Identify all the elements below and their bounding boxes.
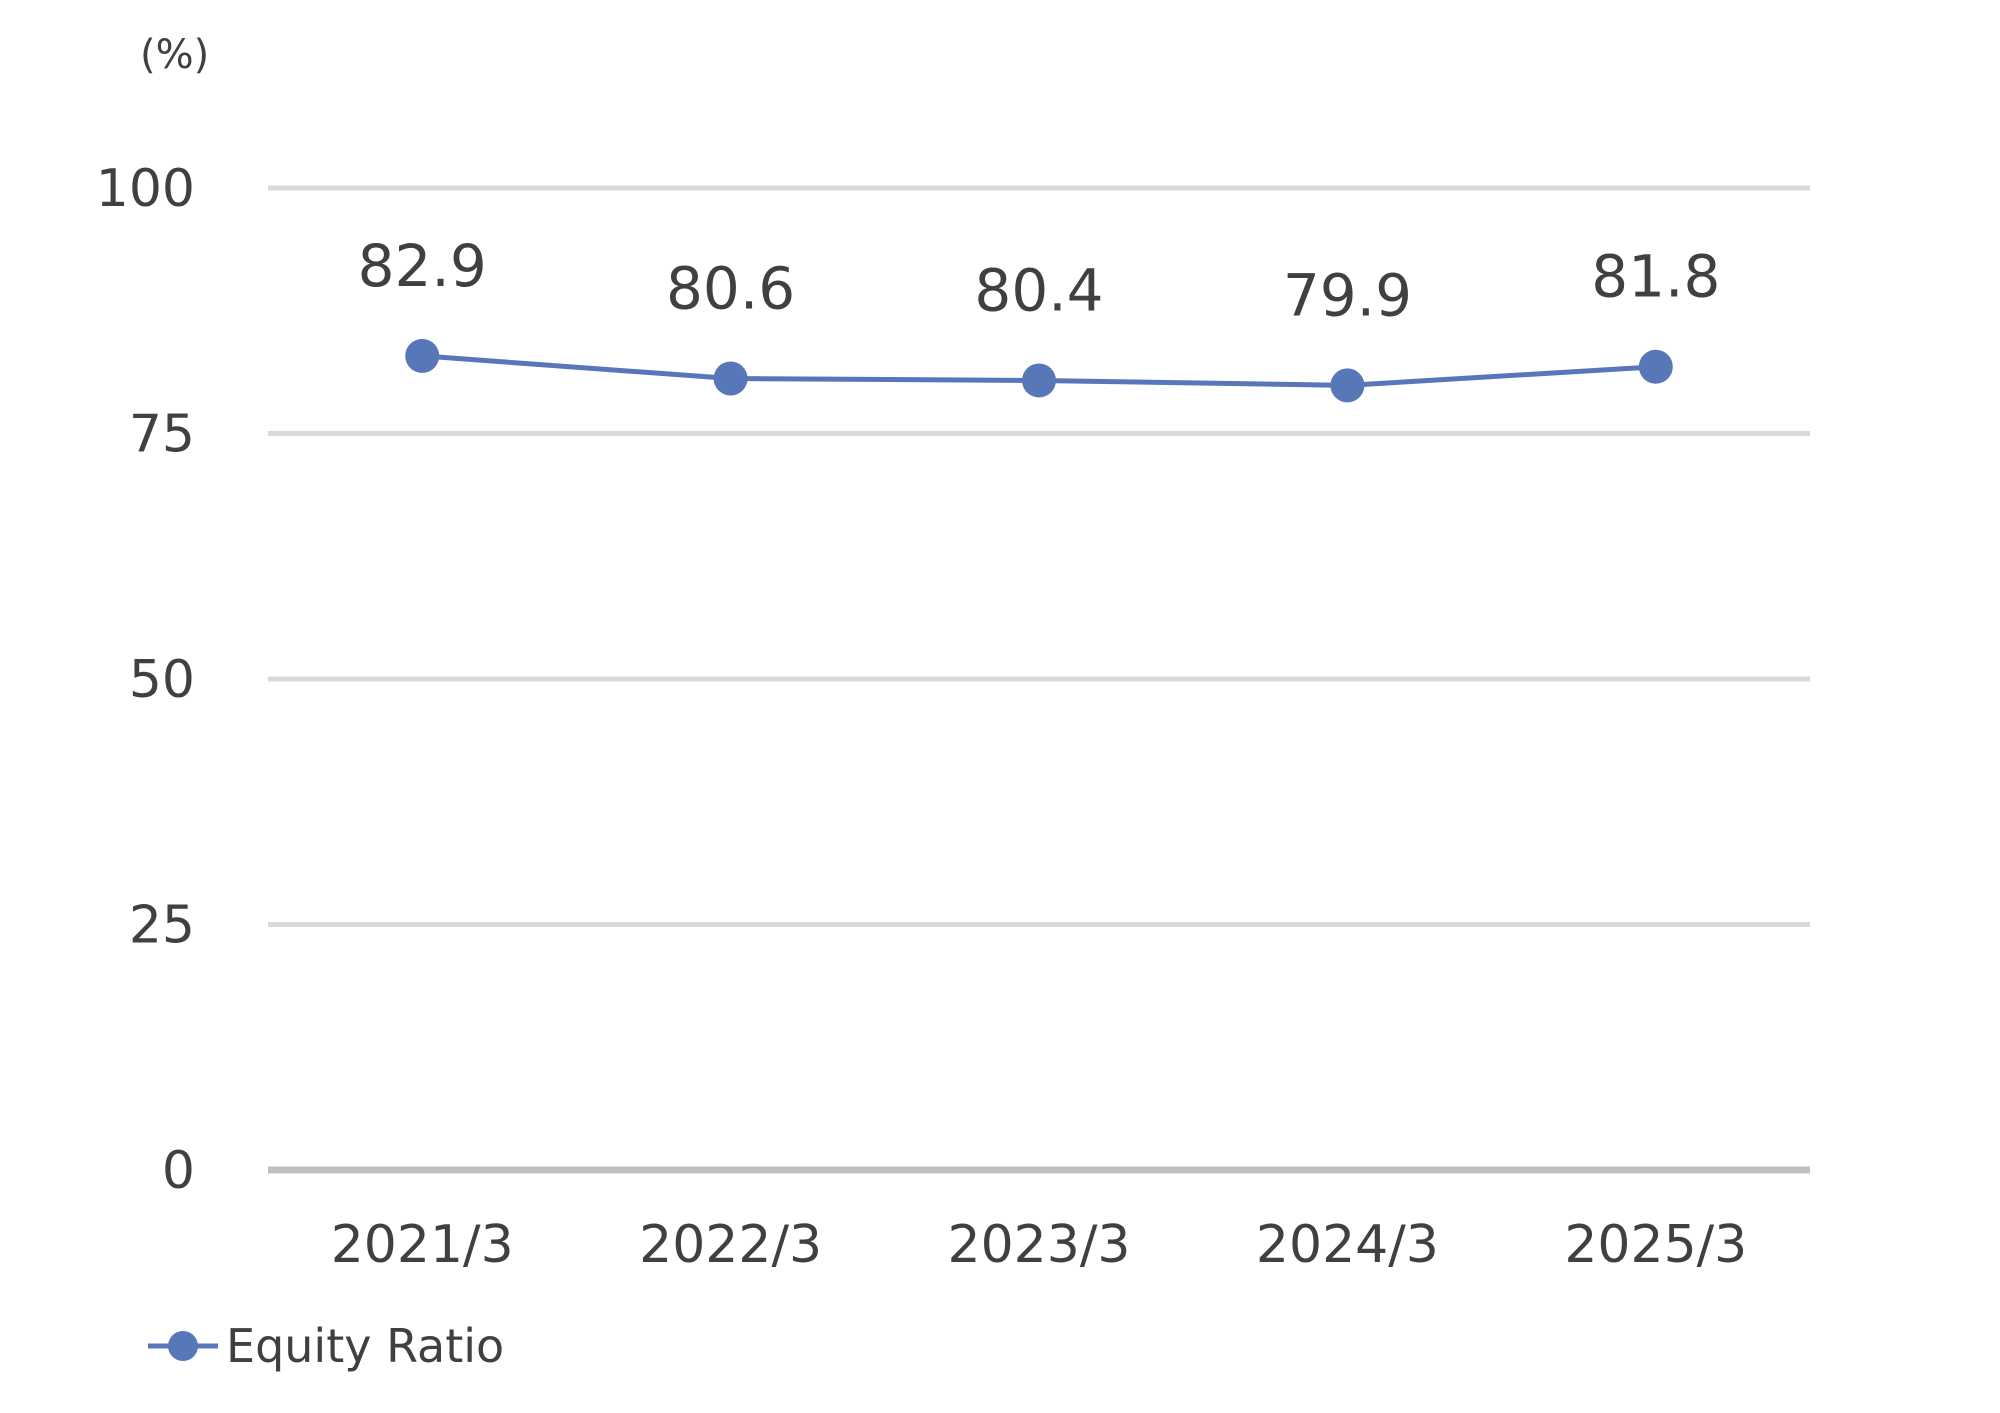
data-point-2021-3	[405, 338, 440, 373]
y-tick-label-50: 50	[129, 650, 195, 710]
data-label-2025-3: 81.8	[1591, 243, 1720, 311]
data-point-2022-3	[713, 361, 748, 396]
data-label-2022-3: 80.6	[666, 255, 795, 323]
x-tick-label-2021-3: 2021/3	[331, 1215, 514, 1275]
data-point-2023-3	[1022, 363, 1056, 398]
data-label-2024-3: 79.9	[1283, 261, 1412, 329]
gridlines	[268, 185, 1810, 1174]
legend-marker-swatch	[168, 1331, 198, 1361]
data-point-2024-3	[1330, 368, 1365, 403]
y-tick-label-100: 100	[96, 159, 195, 219]
x-axis-ticks: 2021/3 2022/3 2023/3 2024/3 2025/3	[331, 1215, 1748, 1275]
x-tick-label-2022-3: 2022/3	[639, 1215, 822, 1275]
y-tick-label-25: 25	[129, 896, 195, 956]
series-layer	[405, 338, 1673, 403]
legend-label-equity-ratio: Equity Ratio	[226, 1319, 504, 1373]
data-point-2025-3	[1638, 349, 1673, 384]
data-label-2023-3: 80.4	[974, 256, 1103, 324]
x-tick-label-2024-3: 2024/3	[1256, 1215, 1439, 1275]
y-tick-label-75: 75	[129, 405, 195, 465]
data-labels: 82.9 80.6 80.4 79.9 81.8	[358, 232, 1721, 329]
data-label-2021-3: 82.9	[358, 232, 487, 300]
x-tick-label-2025-3: 2025/3	[1564, 1215, 1747, 1275]
legend: Equity Ratio	[148, 1319, 504, 1373]
y-axis-unit-label: (%)	[140, 32, 209, 78]
y-tick-label-0: 0	[162, 1141, 195, 1201]
y-axis-ticks: 0 25 50 75 100	[96, 159, 195, 1201]
x-tick-label-2023-3: 2023/3	[948, 1215, 1131, 1275]
